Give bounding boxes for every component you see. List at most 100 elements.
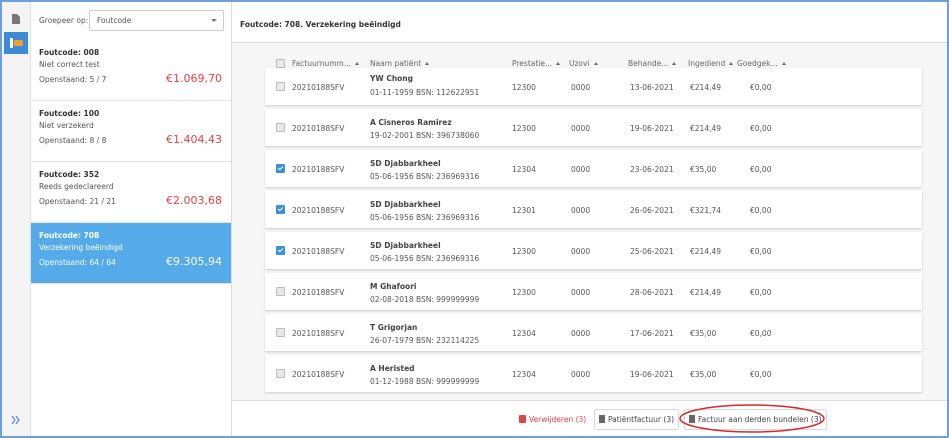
patient-invoice-label: Patiëntfactuur (3) <box>608 415 675 424</box>
group-select[interactable]: Foutcode <box>89 10 224 31</box>
patient-details: 05-06-1956 BSN: 236969316 <box>370 254 480 263</box>
group-amount: €2.003,68 <box>166 194 222 207</box>
approved-amount: €0,00 <box>750 124 772 133</box>
icon-rail <box>2 2 31 436</box>
invoice-number: 20210188SFV <box>292 124 345 133</box>
sort-icon <box>425 62 430 65</box>
prestatie-code: 12300 <box>512 288 536 297</box>
submitted-amount: €35,00 <box>690 329 717 338</box>
sort-icon <box>593 62 598 65</box>
group-card[interactable]: Foutcode: 708 Verzekering beëindigd Openst… <box>31 223 231 284</box>
column-header[interactable]: Factuurnumm... <box>292 59 360 68</box>
column-header[interactable]: Behande... <box>628 59 677 68</box>
approved-amount: €0,00 <box>750 83 772 92</box>
uzovi-code: 0000 <box>571 370 591 379</box>
table-row[interactable]: 20210188SFV SD Djabbarkheel 05-06-1956 BSN… <box>265 150 922 187</box>
uzovi-code: 0000 <box>571 83 591 92</box>
error-icon <box>10 38 23 48</box>
group-panel: Groepeer op: Foutcode Foutcode: 008 Niet … <box>31 2 232 436</box>
invoice-number: 20210188SFV <box>292 370 345 379</box>
treatment-date: 23-06-2021 <box>630 165 674 174</box>
uzovi-code: 0000 <box>571 206 591 215</box>
treatment-date: 28-06-2021 <box>630 288 674 297</box>
invoice-number: 20210188SFV <box>292 329 345 338</box>
uzovi-code: 0000 <box>571 247 591 256</box>
table-row[interactable]: 20210188SFV SD Djabbarkheel 05-06-1956 BSN… <box>265 232 922 269</box>
sort-icon <box>672 62 677 65</box>
row-checkbox[interactable] <box>276 82 285 91</box>
table-row[interactable]: 20210188SFV T Grigorjan 26-07-1979 BSN: 23… <box>265 314 922 351</box>
document-icon[interactable] <box>12 14 20 24</box>
submitted-amount: €321,74 <box>690 206 722 215</box>
expand-icon[interactable] <box>11 416 21 424</box>
row-checkbox[interactable] <box>276 123 285 132</box>
row-checkbox[interactable] <box>276 246 285 255</box>
group-title: Foutcode: 008 <box>39 48 100 57</box>
group-open-count: Openstaand: 21 / 21 <box>39 197 116 206</box>
approved-amount: €0,00 <box>750 329 772 338</box>
submitted-amount: €214,49 <box>690 288 722 297</box>
prestatie-code: 12301 <box>512 206 536 215</box>
patient-invoice-button[interactable]: Patiëntfactuur (3) <box>594 409 680 430</box>
treatment-date: 19-06-2021 <box>630 370 674 379</box>
row-checkbox[interactable] <box>276 164 285 173</box>
row-checkbox[interactable] <box>276 328 285 337</box>
invoice-number: 20210188SFV <box>292 83 345 92</box>
column-header[interactable]: Naam patiënt <box>370 59 430 68</box>
submitted-amount: €214,49 <box>690 247 722 256</box>
group-title: Foutcode: 708 <box>39 231 100 240</box>
group-card[interactable]: Foutcode: 008 Niet correct test Openstaand… <box>31 40 231 101</box>
table-row[interactable]: 20210188SFV YW Chong 01-11-1959 BSN: 11262… <box>265 68 922 105</box>
active-tab[interactable] <box>4 32 28 54</box>
sort-icon <box>781 62 786 65</box>
row-checkbox[interactable] <box>276 369 285 378</box>
column-label: Ingediend <box>688 59 726 68</box>
row-checkbox[interactable] <box>276 205 285 214</box>
column-header[interactable]: Prestatie... <box>512 59 561 68</box>
patient-details: 05-06-1956 BSN: 236969316 <box>370 172 480 181</box>
patient-name: SD Djabbarkheel <box>370 159 441 168</box>
approved-amount: €0,00 <box>750 247 772 256</box>
group-description: Niet verzekerd <box>39 121 94 130</box>
invoice-table: Factuurnumm... Naam patiënt Prestatie... Uz… <box>232 2 947 400</box>
table-row[interactable]: 20210188SFV SD Djabbarkheel 05-06-1956 BSN… <box>265 191 922 228</box>
submitted-amount: €214,49 <box>690 124 722 133</box>
column-header[interactable]: Uzovi <box>569 59 598 68</box>
select-value: Foutcode <box>97 16 132 25</box>
column-header[interactable]: Goedgek... <box>737 59 786 68</box>
table-row[interactable]: 20210188SFV M Ghafoori 02-08-2018 BSN: 999… <box>265 273 922 310</box>
patient-name: A Cisneros Ramirez <box>370 118 452 127</box>
column-label: Goedgek... <box>737 59 778 68</box>
group-description: Verzekering beëindigd <box>39 243 123 252</box>
sort-icon <box>556 62 561 65</box>
patient-details: 19-02-2001 BSN: 396738060 <box>370 131 480 140</box>
select-all-checkbox[interactable] <box>276 59 285 68</box>
group-card[interactable]: Foutcode: 352 Reeds gedeclareerd Openstaan… <box>31 162 231 223</box>
treatment-date: 19-06-2021 <box>630 124 674 133</box>
column-header[interactable]: Ingediend <box>688 59 734 68</box>
group-amount: €1.069,70 <box>166 72 222 85</box>
patient-name: SD Djabbarkheel <box>370 200 441 209</box>
patient-details: 05-06-1956 BSN: 236969316 <box>370 213 480 222</box>
prestatie-code: 12300 <box>512 247 536 256</box>
patient-name: A Heristed <box>370 364 415 373</box>
delete-button[interactable]: Verwijderen (3) <box>515 409 592 430</box>
patient-details: 02-08-2018 BSN: 999999999 <box>370 295 480 304</box>
treatment-date: 13-06-2021 <box>630 83 674 92</box>
column-label: Behande... <box>628 59 669 68</box>
treatment-date: 17-06-2021 <box>630 329 674 338</box>
patient-name: M Ghafoori <box>370 282 417 291</box>
prestatie-code: 12304 <box>512 370 536 379</box>
group-card[interactable]: Foutcode: 100 Niet verzekerd Openstaand: 8… <box>31 101 231 162</box>
table-row[interactable]: 20210188SFV A Heristed 01-12-1988 BSN: 999… <box>265 355 922 392</box>
row-checkbox[interactable] <box>276 287 285 296</box>
bundle-button[interactable]: Factuur aan derden bundelen (3) <box>684 409 827 430</box>
file-icon <box>689 415 695 423</box>
main-panel: Foutcode: 708. Verzekering beëindigd Fac… <box>232 2 947 436</box>
approved-amount: €0,00 <box>750 206 772 215</box>
table-row[interactable]: 20210188SFV A Cisneros Ramirez 19-02-2001 … <box>265 109 922 146</box>
uzovi-code: 0000 <box>571 124 591 133</box>
bundle-label: Factuur aan derden bundelen (3) <box>698 415 822 424</box>
